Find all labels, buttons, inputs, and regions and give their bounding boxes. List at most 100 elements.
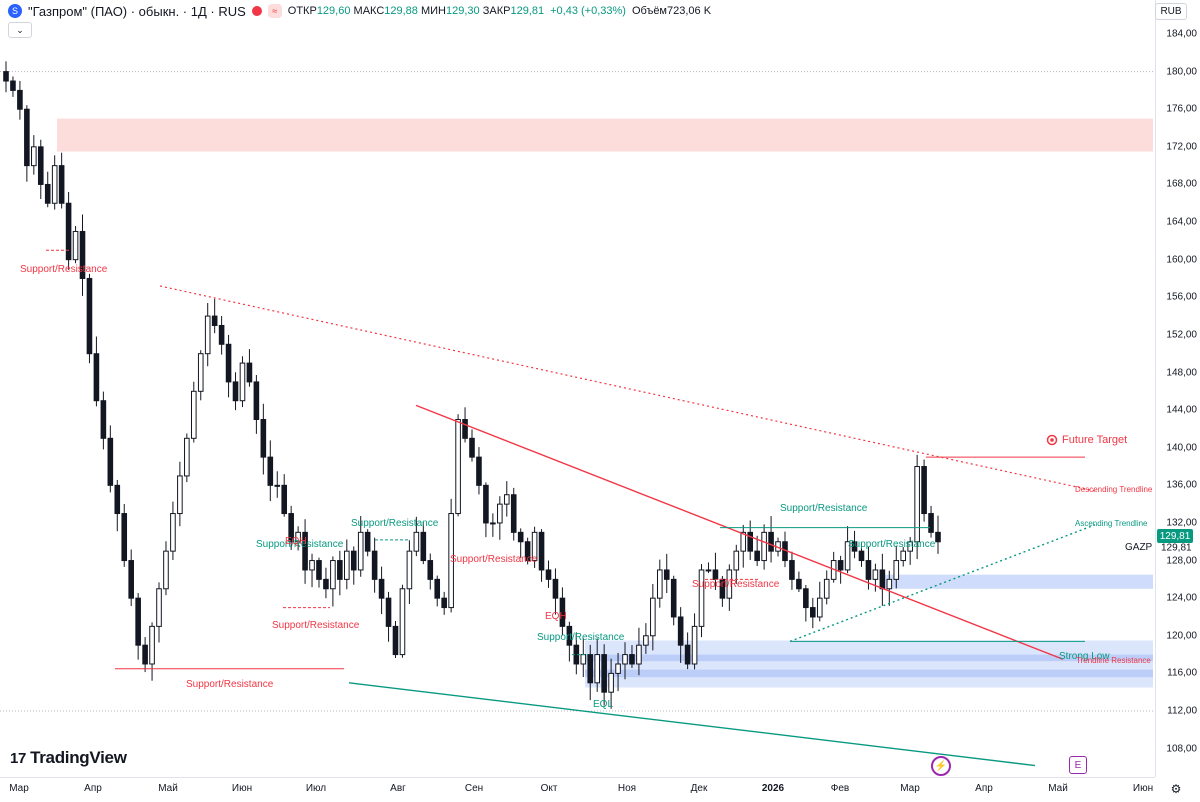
candle-body: [545, 569, 552, 580]
candle-body: [406, 550, 413, 590]
tradingview-mark-icon: 17: [10, 749, 27, 767]
label-support-resistance-2: Support/Resistance: [186, 679, 274, 690]
candle-body: [323, 578, 329, 590]
label-ascending-trendline: Ascending Trendline: [1075, 519, 1148, 528]
price-tick: 128,00: [1166, 555, 1197, 567]
candle-body: [538, 531, 545, 571]
price-tick: 124,00: [1166, 592, 1197, 604]
volume-label: Объём: [631, 5, 667, 17]
candle-body: [872, 569, 879, 580]
lightning-icon[interactable]: ⚡: [931, 756, 951, 776]
ohlc-values: ОТКР129,60 МАКС129,88 МИН129,30 ЗАКР129,…: [288, 5, 544, 17]
open-label: ОТКР: [287, 5, 317, 17]
volume-value: 723,06 K: [667, 5, 712, 17]
time-tick: Ноя: [617, 783, 637, 794]
candle-body: [524, 541, 531, 562]
candle-body: [469, 437, 475, 458]
candle-body: [656, 569, 663, 599]
price-tick: 148,00: [1166, 367, 1197, 378]
time-tick: Июн: [1132, 783, 1154, 794]
data-status-icon[interactable]: ≈: [267, 4, 282, 18]
candle-body: [636, 644, 642, 665]
gear-icon[interactable]: ⚙: [1170, 782, 1182, 796]
candle-body: [907, 541, 913, 552]
price-change: +0,43 (+0,33%): [550, 5, 626, 17]
price-scale[interactable]: 184,00 180,00 176,00 172,00 168,00 164,00 160,…: [1155, 0, 1200, 777]
market-status-icon[interactable]: [251, 6, 262, 16]
price-chart[interactable]: Support/Resistance Support/Resistance Supp…: [0, 0, 1155, 777]
candle-body: [580, 654, 587, 665]
candle-body: [455, 419, 461, 515]
time-tick: Апр: [84, 783, 102, 794]
candle-body: [288, 513, 294, 543]
price-tick: 132,00: [1166, 517, 1197, 529]
collapse-legend-button[interactable]: ⌄: [8, 22, 32, 38]
price-tick: 144,00: [1166, 404, 1197, 416]
candle-body: [295, 531, 301, 543]
label-support-resistance-1: Support/Resistance: [20, 264, 108, 275]
last-close-value: 129,81: [1161, 542, 1192, 554]
candle-body: [163, 550, 169, 590]
candle-body: [594, 654, 600, 684]
candle-body: [601, 654, 607, 693]
price-tick: 180,00: [1166, 66, 1197, 78]
candle-body: [149, 625, 155, 665]
label-eql: EQL: [593, 699, 613, 710]
label-support-resistance-3: Support/Resistance: [272, 620, 360, 631]
candle-body: [350, 550, 357, 571]
chevron-down-icon: ⌄: [16, 24, 24, 35]
time-tick: Мар: [9, 783, 29, 794]
time-scale[interactable]: Мар Апр Май Июн Июл Авг Сен Окт Ноя Дек 2026 Фев Мар…: [0, 777, 1155, 802]
price-tick: 168,00: [1166, 178, 1197, 190]
target-icon: [1046, 434, 1058, 446]
candle-body: [670, 578, 677, 618]
candle-body: [17, 89, 23, 110]
candle-body: [893, 560, 900, 580]
price-tick: 112,00: [1167, 705, 1197, 717]
candle-body: [928, 513, 934, 533]
candle-body: [858, 550, 865, 562]
candle-body: [211, 315, 218, 326]
candle-body: [107, 437, 114, 486]
low-label: МИН: [420, 5, 446, 17]
candle-body: [608, 672, 614, 693]
candle-body: [24, 108, 30, 167]
label-eqh-1: EQH: [285, 536, 307, 547]
candle-body: [184, 437, 190, 477]
time-tick: Май: [1048, 783, 1068, 794]
candle-body: [837, 560, 844, 571]
candle-body: [3, 71, 9, 82]
candle-body: [587, 654, 594, 684]
label-support-resistance-10: Support/Resistance: [848, 539, 936, 550]
label-strong-low: Strong Low: [1059, 651, 1110, 662]
candle-body: [747, 531, 754, 552]
candle-body: [274, 484, 281, 487]
candle-body: [851, 541, 858, 552]
candle-body: [740, 531, 747, 552]
chart-area[interactable]: Support/Resistance Support/Resistance Supp…: [0, 0, 1155, 777]
support-zone-lower: [585, 640, 1153, 688]
high-label: МАКС: [353, 5, 385, 17]
high-value: 129,88: [384, 5, 418, 17]
candle-body: [914, 466, 920, 543]
label-support-resistance-6: Support/Resistance: [450, 554, 538, 565]
candle-body: [497, 503, 503, 524]
candle-body: [392, 625, 399, 656]
candle-body: [559, 597, 566, 627]
symbol-logo-icon[interactable]: S: [8, 4, 22, 18]
candle-body: [86, 277, 93, 355]
candle-body: [823, 578, 830, 599]
candle-body: [93, 353, 100, 402]
support-zone-band-1: [585, 654, 1153, 662]
tradingview-logo[interactable]: 17 TradingView: [10, 748, 127, 768]
candle-body: [218, 324, 225, 345]
candle-body: [733, 550, 740, 571]
candle-body: [371, 550, 378, 580]
candle-body: [260, 419, 267, 458]
earnings-icon[interactable]: E: [1069, 756, 1087, 774]
currency-select[interactable]: RUB: [1155, 3, 1187, 20]
candle-body: [643, 635, 649, 646]
price-tick: 108,00: [1166, 743, 1197, 755]
symbol-title[interactable]: "Газпром" (ПАО) · обыкн. · 1Д · RUS: [28, 3, 246, 19]
label-future-target: Future Target: [1062, 434, 1127, 446]
